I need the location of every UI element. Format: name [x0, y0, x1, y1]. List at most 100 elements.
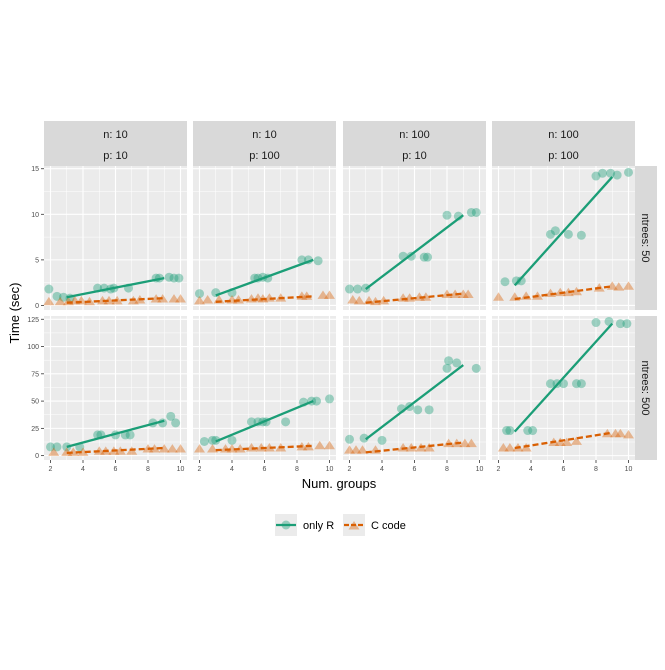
point-only-r: [591, 318, 601, 328]
panel-marks: [345, 207, 481, 306]
x-tick-label: 4: [230, 466, 234, 473]
fit-line-only-r: [215, 258, 314, 297]
point-only-r: [353, 284, 363, 294]
point-c-code: [623, 281, 634, 290]
point-only-r: [313, 256, 323, 266]
point-c-code: [263, 443, 275, 452]
point-only-r: [377, 435, 387, 445]
x-tick-label: 6: [562, 466, 566, 473]
point-c-code: [614, 428, 626, 438]
x-tick-label: 8: [146, 466, 150, 473]
x-tick-label: 8: [445, 466, 449, 473]
point-only-r: [572, 379, 581, 389]
y-tick-label: 0: [35, 453, 39, 460]
y-tick-label: 125: [27, 317, 39, 324]
legend-circle-icon: [281, 520, 291, 530]
fit-line-c-code: [66, 446, 165, 455]
facet-strip-p-label: p: 10: [103, 150, 127, 162]
panel-marks: [344, 356, 481, 454]
x-tick-label: 2: [198, 466, 202, 473]
point-c-code: [324, 440, 335, 450]
point-only-r: [312, 396, 321, 406]
y-tick-label: 5: [35, 257, 39, 264]
point-c-code: [497, 443, 509, 452]
facet-strip-n-label: n: 10: [103, 129, 127, 141]
point-c-code: [194, 444, 205, 453]
point-c-code: [465, 438, 477, 448]
x-tick-label: 10: [177, 466, 185, 473]
y-tick-label: 0: [35, 303, 39, 310]
point-c-code: [493, 292, 504, 301]
x-tick-label: 6: [114, 466, 118, 473]
facet-strip-p-label: p: 100: [548, 150, 579, 162]
point-only-r: [325, 394, 334, 404]
point-only-r: [612, 170, 622, 180]
point-c-code: [158, 444, 170, 453]
point-only-r: [615, 319, 625, 329]
point-only-r: [502, 426, 512, 436]
point-c-code: [347, 295, 359, 304]
point-only-r: [359, 433, 369, 443]
x-tick-label: 2: [497, 466, 501, 473]
y-tick-label: 25: [31, 426, 39, 433]
x-tick-label: 6: [413, 466, 417, 473]
point-c-code: [175, 294, 186, 303]
point-c-code: [613, 282, 625, 291]
legend-label: C code: [371, 520, 406, 532]
point-c-code: [202, 295, 214, 304]
point-only-r: [598, 168, 607, 178]
fit-line-only-r: [513, 322, 614, 433]
point-only-r: [46, 442, 55, 452]
point-c-code: [423, 443, 435, 452]
fit-line-c-code: [514, 285, 613, 301]
y-tick-label: 75: [31, 371, 39, 378]
x-tick-label: 4: [529, 466, 533, 473]
fit-line-c-code: [66, 297, 165, 304]
panel-marks: [493, 167, 634, 301]
x-tick-label: 6: [263, 466, 267, 473]
point-only-r: [546, 379, 555, 389]
point-c-code: [175, 444, 186, 453]
facet-strip-ntrees-label: ntrees: 500: [639, 360, 651, 415]
point-only-r: [511, 276, 521, 286]
x-tick-label: 10: [326, 466, 334, 473]
point-c-code: [357, 445, 368, 454]
point-c-code: [462, 289, 474, 298]
facet-strip-col: [193, 121, 336, 166]
point-c-code: [344, 445, 355, 454]
facet-strip-col: [44, 121, 187, 166]
point-c-code: [314, 440, 326, 450]
facet-strip-col: [492, 121, 635, 166]
y-axis-label: Time (sec): [7, 283, 22, 344]
point-only-r: [199, 436, 209, 446]
point-c-code: [420, 292, 432, 301]
panel-marks: [194, 394, 335, 453]
fit-line-only-r: [66, 419, 165, 449]
y-tick-label: 15: [31, 166, 39, 173]
point-c-code: [623, 429, 634, 439]
fit-line-c-code: [365, 441, 464, 454]
panel-marks: [194, 255, 335, 305]
point-only-r: [52, 291, 62, 301]
point-c-code: [166, 444, 178, 453]
y-tick-label: 10: [31, 212, 39, 219]
point-only-r: [622, 319, 632, 329]
point-c-code: [234, 444, 246, 453]
fit-line-only-r: [513, 176, 614, 287]
point-c-code: [353, 295, 365, 305]
facet-strip-col: [343, 121, 486, 166]
point-only-r: [606, 168, 616, 178]
point-only-r: [174, 273, 184, 283]
point-only-r: [550, 226, 560, 236]
point-only-r: [624, 167, 633, 177]
panel-marks: [497, 316, 634, 452]
point-only-r: [345, 284, 354, 294]
point-c-code: [317, 290, 329, 299]
point-only-r: [444, 356, 454, 366]
point-c-code: [459, 438, 471, 448]
point-c-code: [114, 446, 126, 455]
x-tick-label: 10: [625, 466, 633, 473]
y-tick-label: 100: [27, 344, 39, 351]
x-tick-label: 8: [295, 466, 299, 473]
point-c-code: [43, 296, 55, 306]
